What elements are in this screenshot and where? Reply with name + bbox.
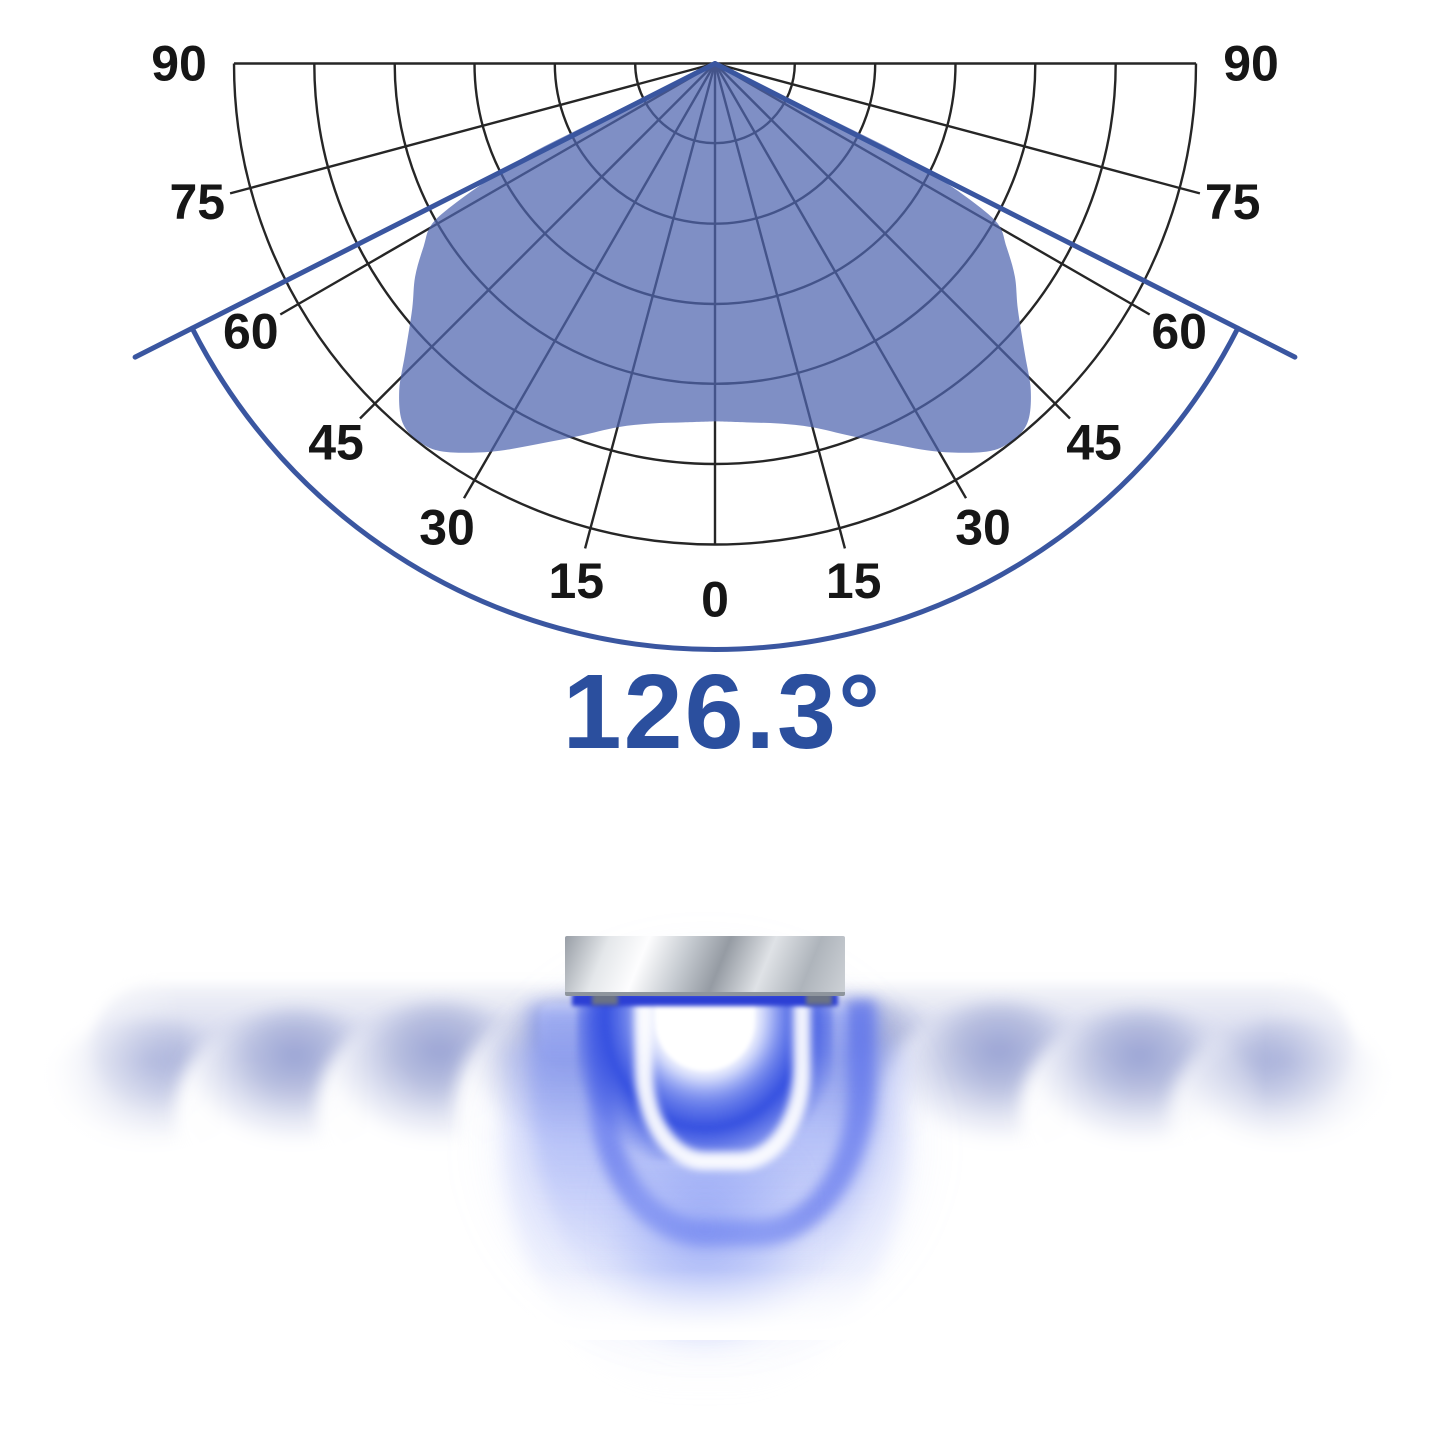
angle-tick-label: 45: [308, 415, 364, 471]
angle-tick-label: 90: [151, 36, 207, 92]
angle-tick-label: 60: [223, 304, 279, 360]
led-lens-photo: [0, 905, 1445, 1395]
angle-tick-label: 60: [1151, 304, 1207, 360]
angle-tick-label: 30: [419, 500, 475, 556]
beam-angle-arc: [189, 325, 1241, 652]
grid-tick: [583, 527, 592, 549]
grid-tick: [954, 479, 968, 499]
grid-tick: [1054, 402, 1071, 420]
beam-angle-line: [712, 61, 1298, 360]
angle-tick-label: 90: [1223, 36, 1279, 92]
angle-tick-label: 45: [1066, 415, 1122, 471]
grid-spoke: [714, 62, 1180, 190]
grid-spoke: [250, 62, 716, 190]
photo-left-fade: [0, 905, 180, 1340]
led-emitter-strip: [572, 993, 838, 1006]
grid-tick: [279, 302, 300, 316]
grid-tick: [838, 527, 847, 549]
angle-tick-label: 15: [548, 553, 604, 609]
grid-tick: [1130, 302, 1151, 316]
grid-tick: [229, 186, 251, 195]
angle-tick-label: 75: [1205, 174, 1261, 230]
grid-tick: [359, 402, 376, 420]
photo-right-fade: [1265, 905, 1445, 1340]
beam-angle-value: 126.3°: [562, 653, 883, 771]
beam-angle-line: [132, 61, 718, 360]
angle-tick-label: 30: [955, 500, 1011, 556]
intensity-lobe: [399, 63, 1031, 453]
angle-tick-label: 15: [826, 553, 882, 609]
beam-angle-polar-chart: 90 75 60 45 30 15 0 15 30 45 60 75 90: [132, 36, 1298, 652]
angle-tick-label: 0: [701, 572, 729, 628]
photo-bottom-fade: [0, 1270, 1445, 1340]
grid-tick: [462, 479, 476, 499]
grid-tick: [1179, 186, 1201, 195]
angle-tick-label: 75: [169, 174, 225, 230]
silver-chip-block: [565, 936, 845, 996]
